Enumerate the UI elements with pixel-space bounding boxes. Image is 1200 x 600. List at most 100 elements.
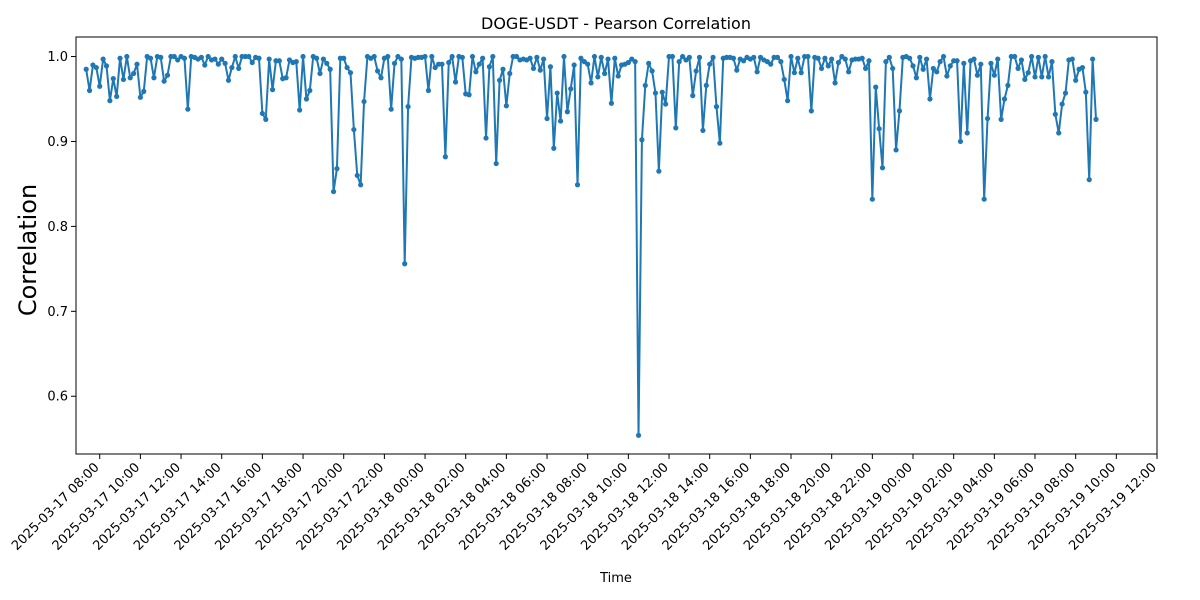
data-point bbox=[300, 53, 306, 60]
data-point bbox=[693, 68, 699, 74]
data-point bbox=[842, 56, 848, 62]
data-point bbox=[1049, 59, 1055, 65]
data-point bbox=[1083, 89, 1089, 95]
data-point bbox=[405, 104, 411, 110]
data-point bbox=[158, 54, 164, 60]
data-point bbox=[215, 61, 221, 67]
data-point bbox=[957, 138, 964, 145]
data-point bbox=[713, 104, 720, 110]
data-point bbox=[86, 87, 93, 94]
correlation-line bbox=[85, 55, 1097, 437]
data-point bbox=[561, 53, 567, 60]
data-point bbox=[988, 60, 994, 66]
data-point bbox=[917, 54, 923, 60]
data-point bbox=[459, 54, 465, 60]
data-point bbox=[466, 92, 472, 98]
data-point bbox=[893, 147, 899, 153]
data-point bbox=[324, 60, 330, 66]
data-point bbox=[646, 60, 652, 66]
data-point bbox=[551, 145, 557, 151]
data-point bbox=[530, 65, 537, 72]
data-point bbox=[1025, 70, 1031, 76]
data-point bbox=[496, 77, 503, 83]
data-point bbox=[991, 72, 997, 78]
data-point bbox=[574, 182, 581, 188]
data-point bbox=[232, 53, 238, 60]
data-point bbox=[642, 82, 648, 89]
data-point bbox=[740, 58, 747, 64]
data-point bbox=[598, 54, 604, 60]
data-point bbox=[703, 82, 709, 89]
y-tick-label: 1.0 bbox=[47, 50, 68, 65]
data-point bbox=[483, 135, 489, 141]
data-point bbox=[432, 64, 438, 71]
data-point bbox=[774, 54, 781, 60]
data-point bbox=[656, 168, 662, 174]
y-tick-label: 0.6 bbox=[47, 390, 68, 405]
data-point bbox=[1059, 101, 1065, 107]
data-point bbox=[388, 106, 394, 112]
data-point bbox=[107, 98, 113, 104]
data-point bbox=[869, 196, 875, 202]
data-point bbox=[486, 64, 493, 70]
data-point bbox=[717, 140, 723, 146]
data-point bbox=[781, 76, 787, 83]
data-point bbox=[585, 61, 591, 67]
data-point bbox=[131, 70, 137, 77]
data-point bbox=[625, 59, 631, 66]
correlation-series bbox=[83, 53, 1099, 438]
data-point bbox=[500, 66, 506, 72]
data-point bbox=[578, 55, 584, 61]
data-point bbox=[446, 59, 452, 66]
data-point bbox=[117, 55, 123, 61]
data-point bbox=[961, 60, 967, 66]
data-point bbox=[124, 53, 130, 60]
data-point bbox=[605, 56, 611, 62]
y-axis-label: Correlation bbox=[14, 184, 42, 316]
data-point bbox=[1012, 53, 1018, 60]
data-point bbox=[937, 59, 943, 65]
data-point bbox=[554, 90, 560, 96]
data-point bbox=[707, 61, 713, 67]
data-point bbox=[808, 108, 814, 114]
data-point bbox=[293, 59, 299, 65]
data-point bbox=[710, 54, 716, 60]
data-point bbox=[425, 87, 432, 94]
data-point bbox=[534, 54, 540, 60]
data-point bbox=[317, 70, 323, 77]
data-point bbox=[1090, 56, 1096, 62]
data-point bbox=[835, 59, 842, 66]
data-point bbox=[639, 137, 645, 143]
data-point bbox=[734, 67, 740, 73]
data-point bbox=[266, 56, 272, 62]
data-point bbox=[696, 54, 703, 60]
data-point bbox=[913, 75, 920, 81]
data-point bbox=[171, 53, 177, 60]
data-point bbox=[341, 55, 347, 61]
data-point bbox=[449, 53, 455, 60]
data-point bbox=[927, 96, 933, 102]
data-point bbox=[934, 69, 940, 75]
data-point bbox=[876, 126, 882, 132]
data-point bbox=[249, 59, 255, 66]
data-point bbox=[669, 53, 676, 60]
data-point bbox=[314, 55, 320, 61]
data-point bbox=[795, 55, 801, 61]
data-point bbox=[635, 432, 642, 438]
data-point bbox=[1052, 111, 1058, 117]
data-point bbox=[320, 56, 326, 62]
data-point bbox=[700, 127, 706, 134]
data-point bbox=[832, 80, 838, 86]
data-point bbox=[981, 196, 987, 202]
data-point bbox=[100, 56, 106, 62]
data-point bbox=[862, 65, 869, 72]
data-point bbox=[1018, 57, 1025, 63]
data-point bbox=[93, 64, 99, 71]
data-point bbox=[1022, 76, 1028, 83]
data-point bbox=[663, 101, 669, 107]
y-tick-label: 0.8 bbox=[47, 220, 68, 235]
data-point bbox=[378, 75, 384, 81]
data-point bbox=[1073, 77, 1079, 83]
data-point bbox=[490, 53, 496, 60]
data-point bbox=[886, 54, 892, 60]
